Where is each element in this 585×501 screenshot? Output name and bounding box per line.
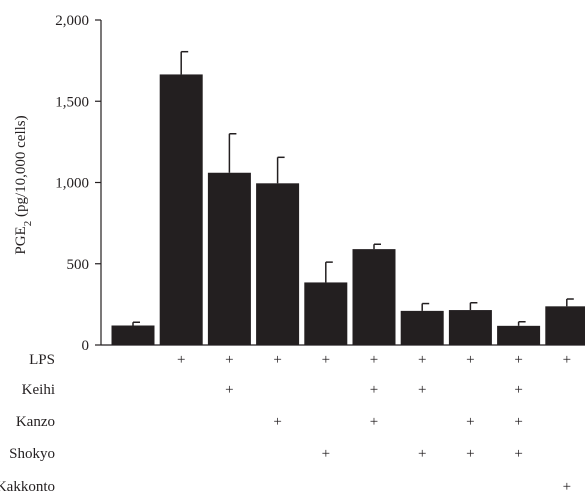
treatment-mark: + [563, 479, 571, 495]
treatment-label: Kakkonto [0, 479, 55, 495]
bar [545, 306, 585, 345]
treatment-mark: + [225, 382, 233, 398]
bar [448, 310, 492, 345]
y-tick-label: 0 [82, 338, 90, 354]
treatment-mark: + [466, 446, 474, 462]
treatment-mark: + [370, 382, 378, 398]
bar [497, 325, 541, 345]
bar [352, 249, 396, 345]
treatment-mark: + [418, 352, 426, 368]
y-label-main: PGE [13, 226, 29, 254]
bars-group [111, 74, 585, 345]
treatment-mark: + [273, 414, 281, 430]
bar [400, 310, 444, 345]
treatment-mark: + [370, 352, 378, 368]
treatment-mark: + [322, 352, 330, 368]
treatment-mark: + [370, 414, 378, 430]
treatment-mark: + [418, 382, 426, 398]
y-tick-label: 2,000 [55, 13, 89, 29]
y-axis-label: PGE2 (pg/10,000 cells) [13, 115, 34, 254]
treatment-mark: + [177, 352, 185, 368]
treatment-mark: + [514, 382, 522, 398]
treatment-mark: + [418, 446, 426, 462]
treatment-mark: + [225, 352, 233, 368]
bar [159, 74, 203, 345]
treatment-label: Keihi [22, 382, 55, 398]
treatment-mark: + [514, 414, 522, 430]
treatment-mark: + [514, 352, 522, 368]
y-tick-label: 500 [67, 257, 90, 273]
bar [207, 172, 251, 345]
y-tick-label: 1,000 [55, 176, 89, 192]
bar [256, 183, 300, 345]
y-label-sub: 2 [22, 221, 34, 227]
treatment-label: Shokyo [9, 446, 55, 462]
bar [111, 325, 155, 345]
y-axis: 0 500 1,000 1,500 2,000 [55, 13, 102, 354]
treatment-mark: + [322, 446, 330, 462]
treatment-mark: + [273, 352, 281, 368]
treatment-label: Kanzo [16, 414, 55, 430]
error-bars-group [132, 50, 574, 326]
treatment-mark: + [563, 352, 571, 368]
treatment-mark: + [514, 446, 522, 462]
treatment-label: LPS [29, 352, 55, 368]
y-label-rest: (pg/10,000 cells) [13, 115, 29, 220]
treatment-mark: + [466, 352, 474, 368]
y-tick-label: 1,500 [55, 94, 89, 110]
bar [304, 282, 348, 345]
treatment-mark: + [466, 414, 474, 430]
treatment-table: LPS + + + + + + + + + Keihi + + + + Kanzo + + + + Shokyo + + + +… [0, 352, 571, 495]
